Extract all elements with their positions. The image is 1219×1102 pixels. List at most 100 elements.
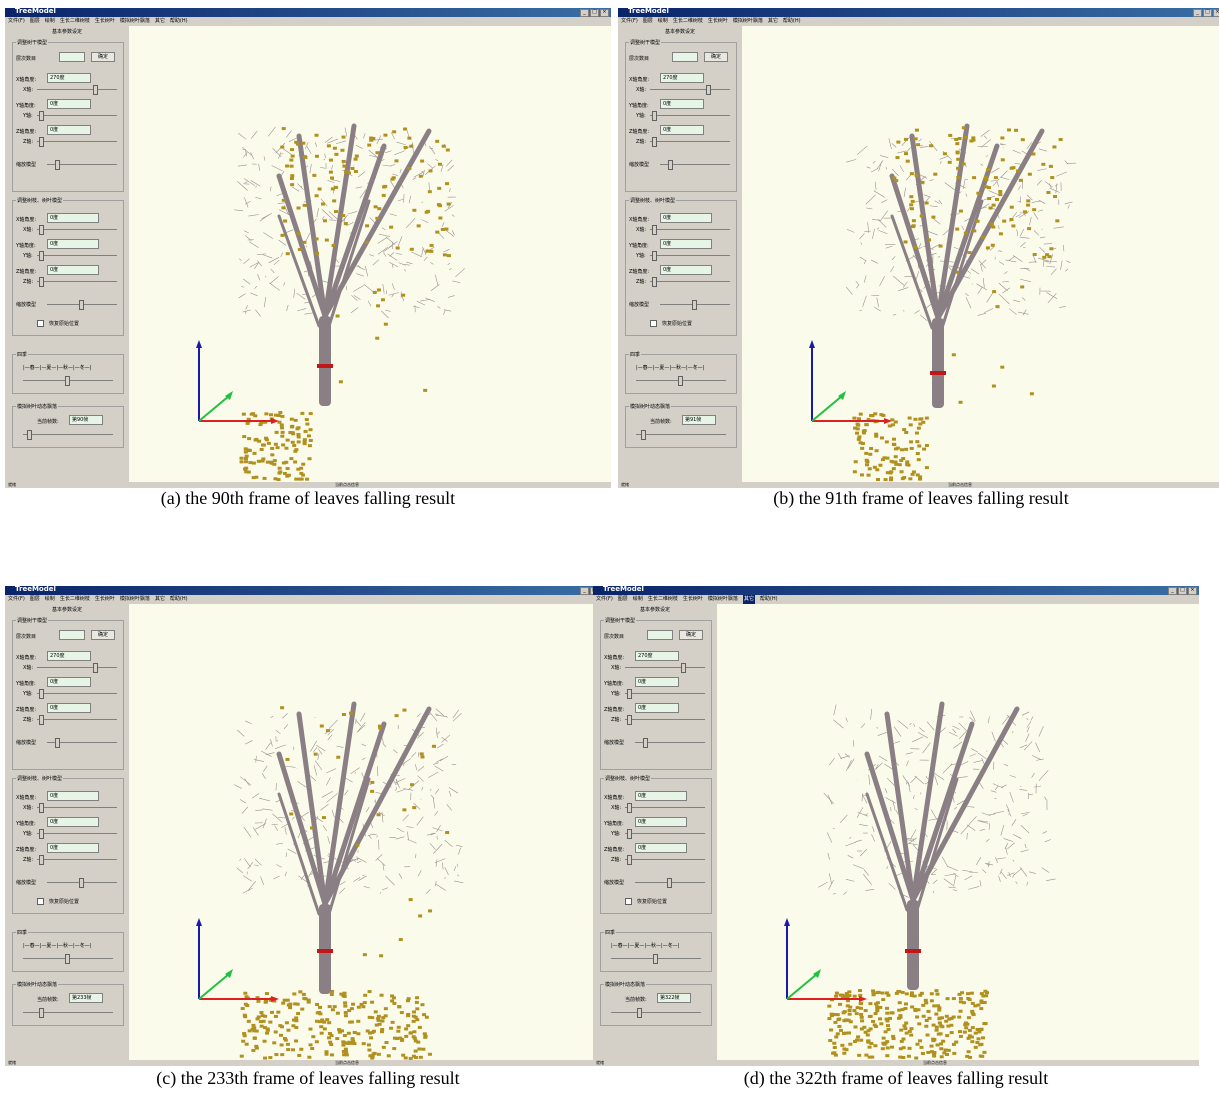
- trunk-x-slider[interactable]: [93, 85, 98, 95]
- menu-grow-leaves[interactable]: 生长树叶: [94, 596, 115, 602]
- leaf-scale-slider[interactable]: [79, 878, 84, 888]
- menu-grow-branches[interactable]: 生长二维树枝: [672, 18, 703, 24]
- trunk-z-field[interactable]: 0度: [47, 125, 91, 135]
- reset-checkbox[interactable]: [625, 898, 632, 905]
- depth-input[interactable]: [59, 630, 85, 640]
- 3d-viewport[interactable]: [742, 26, 1219, 482]
- menu-other[interactable]: 其它: [767, 18, 778, 24]
- trunk-y-field[interactable]: 0度: [47, 99, 91, 109]
- trunk-z-slider[interactable]: [652, 137, 657, 147]
- frame-slider[interactable]: [641, 430, 646, 440]
- menu-draw[interactable]: 绘制: [632, 596, 643, 602]
- minimize-button[interactable]: _: [1168, 587, 1177, 595]
- menu-layer[interactable]: 图层: [617, 596, 628, 602]
- maximize-button[interactable]: □: [590, 9, 599, 17]
- trunk-scale-slider[interactable]: [643, 738, 648, 748]
- depth-input[interactable]: [59, 52, 85, 62]
- leaf-x-slider[interactable]: [39, 803, 44, 813]
- trunk-scale-slider[interactable]: [55, 160, 60, 170]
- close-button[interactable]: ×: [1188, 587, 1197, 595]
- trunk-z-slider[interactable]: [39, 715, 44, 725]
- leaf-z-slider[interactable]: [39, 277, 44, 287]
- menu-help[interactable]: 帮助(H): [169, 596, 188, 602]
- season-slider[interactable]: [65, 376, 70, 386]
- leaf-x-field[interactable]: 0度: [660, 213, 712, 223]
- menu-file[interactable]: 文件(F): [8, 18, 25, 24]
- minimize-button[interactable]: _: [580, 587, 589, 595]
- menu-simulate-falling[interactable]: 模拟树叶飘落: [119, 18, 150, 24]
- trunk-y-field[interactable]: 0度: [635, 677, 679, 687]
- menu-other[interactable]: 其它: [154, 18, 165, 24]
- trunk-z-field[interactable]: 0度: [47, 703, 91, 713]
- confirm-button[interactable]: 确定: [679, 630, 703, 640]
- frame-field[interactable]: 第233帧: [69, 993, 103, 1003]
- leaf-y-slider[interactable]: [627, 829, 632, 839]
- leaf-y-slider[interactable]: [39, 251, 44, 261]
- menu-layer[interactable]: 图层: [29, 596, 40, 602]
- reset-checkbox[interactable]: [37, 898, 44, 905]
- trunk-y-slider[interactable]: [652, 111, 657, 121]
- leaf-scale-slider[interactable]: [667, 878, 672, 888]
- trunk-z-field[interactable]: 0度: [635, 703, 679, 713]
- leaf-x-slider[interactable]: [39, 225, 44, 235]
- trunk-x-slider[interactable]: [706, 85, 711, 95]
- maximize-button[interactable]: □: [1203, 9, 1212, 17]
- menu-layer[interactable]: 图层: [29, 18, 40, 24]
- trunk-x-field[interactable]: 270度: [660, 73, 704, 83]
- confirm-button[interactable]: 确定: [704, 52, 728, 62]
- menu-draw[interactable]: 绘制: [657, 18, 668, 24]
- trunk-y-slider[interactable]: [39, 111, 44, 121]
- leaf-y-field[interactable]: 0度: [635, 817, 687, 827]
- frame-slider[interactable]: [637, 1008, 642, 1018]
- leaf-x-field[interactable]: 0度: [47, 213, 99, 223]
- 3d-viewport[interactable]: [129, 604, 611, 1060]
- menu-grow-branches[interactable]: 生长二维树枝: [647, 596, 678, 602]
- frame-field[interactable]: 第91帧: [682, 415, 716, 425]
- menu-simulate-falling[interactable]: 模拟树叶飘落: [732, 18, 763, 24]
- menu-help[interactable]: 帮助(H): [759, 596, 778, 602]
- menu-other[interactable]: 其它: [742, 595, 755, 604]
- frame-field[interactable]: 第322帧: [657, 993, 691, 1003]
- menu-grow-branches[interactable]: 生长二维树枝: [59, 596, 90, 602]
- trunk-z-field[interactable]: 0度: [660, 125, 704, 135]
- frame-slider[interactable]: [39, 1008, 44, 1018]
- menu-grow-branches[interactable]: 生长二维树枝: [59, 18, 90, 24]
- season-slider[interactable]: [653, 954, 658, 964]
- menu-file[interactable]: 文件(F): [596, 596, 613, 602]
- menu-file[interactable]: 文件(F): [621, 18, 638, 24]
- depth-input[interactable]: [672, 52, 698, 62]
- season-slider[interactable]: [65, 954, 70, 964]
- leaf-x-field[interactable]: 0度: [635, 791, 687, 801]
- leaf-x-field[interactable]: 0度: [47, 791, 99, 801]
- trunk-x-slider[interactable]: [93, 663, 98, 673]
- leaf-z-field[interactable]: 0度: [47, 265, 99, 275]
- leaf-z-slider[interactable]: [39, 855, 44, 865]
- frame-slider[interactable]: [27, 430, 32, 440]
- depth-input[interactable]: [647, 630, 673, 640]
- leaf-x-slider[interactable]: [627, 803, 632, 813]
- trunk-x-slider[interactable]: [681, 663, 686, 673]
- season-slider[interactable]: [678, 376, 683, 386]
- menu-file[interactable]: 文件(F): [8, 596, 25, 602]
- frame-field[interactable]: 第90帧: [69, 415, 103, 425]
- menu-layer[interactable]: 图层: [642, 18, 653, 24]
- close-button[interactable]: ×: [1213, 9, 1219, 17]
- leaf-y-field[interactable]: 0度: [660, 239, 712, 249]
- reset-checkbox[interactable]: [37, 320, 44, 327]
- leaf-z-slider[interactable]: [652, 277, 657, 287]
- leaf-z-field[interactable]: 0度: [47, 843, 99, 853]
- menu-grow-leaves[interactable]: 生长树叶: [94, 18, 115, 24]
- trunk-y-slider[interactable]: [627, 689, 632, 699]
- leaf-scale-slider[interactable]: [79, 300, 84, 310]
- leaf-scale-slider[interactable]: [692, 300, 697, 310]
- leaf-y-slider[interactable]: [652, 251, 657, 261]
- menu-grow-leaves[interactable]: 生长树叶: [682, 596, 703, 602]
- menu-help[interactable]: 帮助(H): [169, 18, 188, 24]
- menu-draw[interactable]: 绘制: [44, 596, 55, 602]
- trunk-y-field[interactable]: 0度: [660, 99, 704, 109]
- trunk-z-slider[interactable]: [39, 137, 44, 147]
- minimize-button[interactable]: _: [1193, 9, 1202, 17]
- reset-checkbox[interactable]: [650, 320, 657, 327]
- leaf-z-field[interactable]: 0度: [635, 843, 687, 853]
- menu-draw[interactable]: 绘制: [44, 18, 55, 24]
